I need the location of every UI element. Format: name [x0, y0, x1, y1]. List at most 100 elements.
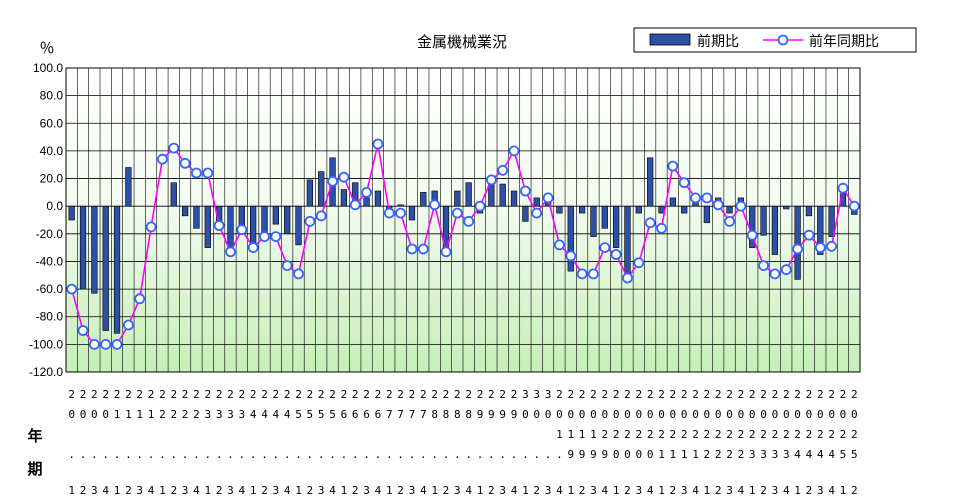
- x-tick-label: 1: [794, 484, 801, 497]
- x-tick-label: 6: [375, 408, 382, 421]
- line-point: [77, 325, 89, 336]
- bar: [465, 182, 472, 207]
- x-tick-label: 1: [704, 484, 711, 497]
- line-point: [406, 243, 418, 255]
- line-point: [701, 192, 713, 204]
- x-tick-label: 0: [783, 408, 790, 421]
- x-tick-label: 2: [386, 388, 393, 401]
- x-tick-label: 0: [704, 408, 711, 421]
- bar: [624, 205, 631, 276]
- x-tick-label: 1: [692, 448, 699, 461]
- x-tick-label: 2: [794, 388, 801, 401]
- x-tick-label: 2: [352, 484, 359, 497]
- bar: [601, 205, 608, 229]
- line-point: [485, 174, 497, 186]
- y-axis-ticks: 100.0 80.0 60.0 40.0 20.0 0.0 -20.0 -40.0 -60.0 -…: [29, 61, 63, 379]
- x-tick-label: 2: [284, 388, 291, 401]
- line-point: [690, 192, 701, 204]
- x-tick-label: 1: [567, 428, 574, 441]
- x-tick-label: 2: [499, 388, 506, 401]
- x-tick-label: 2: [352, 388, 359, 401]
- bar: [805, 205, 813, 217]
- x-tick-label: 2: [307, 388, 314, 401]
- line-point: [168, 142, 180, 154]
- x-tick-label: 2: [704, 388, 711, 401]
- x-tick-label: 4: [601, 484, 608, 497]
- x-tick-label: 2: [477, 388, 484, 401]
- x-tick-label: 3: [227, 484, 234, 497]
- x-tick-label: .: [227, 448, 234, 461]
- x-tick-label: 0: [794, 408, 801, 421]
- line-point: [417, 243, 429, 255]
- x-tick-label: 2: [681, 428, 688, 441]
- x-tick-label: 2: [772, 428, 779, 441]
- x-tick-label: 2: [170, 408, 177, 421]
- x-tick-label: 4: [148, 484, 155, 497]
- x-tick-label: 2: [579, 388, 586, 401]
- x-tick-label: 2: [443, 388, 450, 401]
- x-tick-label: 4: [511, 484, 518, 497]
- line-point: [145, 221, 157, 233]
- bar: [817, 205, 824, 255]
- x-tick-label: 4: [375, 484, 382, 497]
- x-tick-label: 3: [590, 484, 597, 497]
- x-tick-label: 0: [636, 448, 643, 461]
- x-tick-label: 2: [511, 388, 518, 401]
- line-point: [122, 319, 134, 331]
- x-tick-label: 4: [261, 408, 268, 421]
- bar: [295, 205, 302, 246]
- x-tick-label: 4: [284, 408, 291, 421]
- bar: [828, 205, 835, 237]
- x-tick-label: 2: [148, 388, 155, 401]
- x-tick-label: 3: [783, 448, 790, 461]
- x-tick-label: 6: [363, 408, 370, 421]
- x-tick-label: 2: [556, 388, 563, 401]
- bar: [658, 205, 665, 214]
- bar: [193, 205, 200, 229]
- bar: [488, 183, 495, 207]
- line-point: [179, 157, 191, 169]
- y-tick-label: 20.0: [40, 172, 64, 186]
- line-point: [769, 268, 781, 280]
- x-tick-label: .: [91, 448, 98, 461]
- x-tick-label: 2: [851, 388, 858, 401]
- x-tick-label: 2: [261, 484, 268, 497]
- x-tick-label: 2: [828, 388, 835, 401]
- x-tick-label: 3: [760, 448, 767, 461]
- x-tick-label: 2: [341, 388, 348, 401]
- x-axis-label-period: 期: [27, 460, 42, 478]
- y-tick-label: 40.0: [40, 144, 64, 158]
- x-tick-label: 2: [658, 388, 665, 401]
- bar: [771, 205, 779, 255]
- y-tick-label: -120.0: [29, 365, 63, 379]
- x-tick-label: 0: [68, 408, 75, 421]
- bar: [397, 204, 404, 207]
- x-tick-label: 2: [636, 388, 643, 401]
- line-point: [746, 229, 758, 241]
- x-tick-label: 1: [840, 484, 847, 497]
- bar: [91, 205, 98, 294]
- line-point: [270, 231, 282, 243]
- x-tick-label: 6: [341, 408, 348, 421]
- x-tick-label: 2: [567, 388, 574, 401]
- x-tick-label: 4: [465, 484, 472, 497]
- x-tick-label: 4: [556, 484, 563, 497]
- x-tick-label: 0: [579, 408, 586, 421]
- line-point: [610, 249, 622, 260]
- x-tick-label: 3: [772, 448, 779, 461]
- x-tick-label: 2: [193, 388, 200, 401]
- x-tick-label: .: [204, 448, 211, 461]
- x-tick-label: 4: [284, 484, 291, 497]
- x-tick-label: 2: [261, 388, 268, 401]
- x-tick-label: 4: [102, 484, 109, 497]
- line-point: [463, 215, 475, 227]
- x-tick-label: 2: [307, 484, 314, 497]
- x-tick-label: 2: [624, 388, 631, 401]
- x-tick-label: 4: [273, 408, 280, 421]
- line-point: [599, 242, 611, 254]
- x-tick-label: 1: [431, 484, 438, 497]
- x-tick-label: .: [182, 448, 189, 461]
- line-point: [508, 145, 520, 157]
- x-tick-label: 9: [499, 408, 506, 421]
- x-tick-label: 2: [239, 388, 246, 401]
